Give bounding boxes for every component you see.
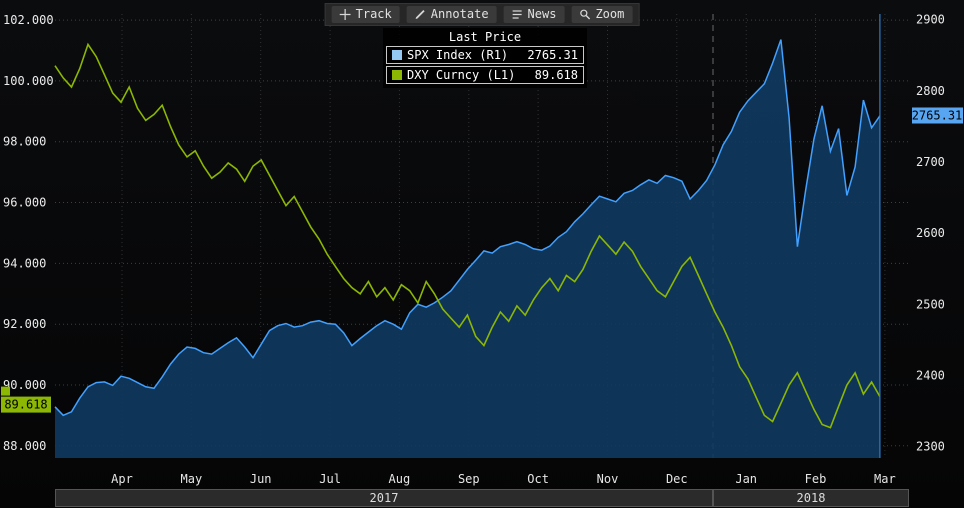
month-label: Dec: [666, 472, 688, 486]
month-label: Nov: [597, 472, 619, 486]
right-axis-tick: 2800: [916, 84, 945, 98]
legend-title: Last Price: [448, 30, 522, 44]
right-axis-tick: 2500: [916, 297, 945, 311]
last-price-legend: Last Price SPX Index (R1) 2765.31 DXY Cu…: [383, 28, 587, 88]
year-strip-2018[interactable]: 2018: [713, 489, 909, 507]
zoom-button[interactable]: Zoom: [571, 6, 633, 23]
right-axis-tick: 2400: [916, 369, 945, 383]
dxy-legend-label: DXY Curncy (L1): [407, 68, 516, 82]
spx-last-price-badge: [912, 107, 963, 124]
month-label: Aug: [389, 472, 411, 486]
spx-area: [55, 39, 880, 458]
dxy-legend-value: 89.618: [534, 68, 578, 82]
month-label: Apr: [111, 472, 133, 486]
dxy-last-price-value: 89.618: [4, 398, 47, 412]
news-label: News: [527, 7, 557, 21]
spx-swatch-icon: [392, 50, 402, 60]
spx-legend-value: 2765.31: [527, 48, 578, 62]
month-label: Jun: [250, 472, 272, 486]
dxy-last-price-badge: [1, 396, 51, 413]
right-axis-tick: 2900: [916, 13, 945, 27]
spx-line: [54, 39, 881, 417]
right-axis-tick: 2700: [916, 155, 945, 169]
legend-row-spx[interactable]: SPX Index (R1) 2765.31: [386, 46, 584, 64]
dxy-line: [54, 42, 881, 429]
chart-toolbar: Track Annotate News Zoom: [324, 3, 640, 26]
month-label: Sep: [458, 472, 480, 486]
pencil-icon: [415, 9, 426, 20]
left-axis-tick: 94.000: [3, 256, 46, 270]
spx-last-price-value: 2765.31: [912, 109, 963, 123]
dxy-axis-marker: [1, 386, 10, 396]
left-axis-tick: 102.000: [3, 13, 54, 27]
zoom-label: Zoom: [595, 7, 625, 21]
spx-legend-label: SPX Index (R1): [407, 48, 509, 62]
left-axis-tick: 88.000: [3, 439, 46, 453]
news-button[interactable]: News: [503, 6, 565, 23]
magnifier-icon: [579, 9, 590, 20]
news-icon: [512, 9, 523, 20]
left-axis-tick: 98.000: [3, 135, 46, 149]
year-strip-2017[interactable]: 2017: [55, 489, 713, 507]
right-axis-tick: 2300: [916, 440, 945, 454]
month-label: Mar: [874, 472, 896, 486]
month-label: May: [181, 472, 203, 486]
legend-row-dxy[interactable]: DXY Curncy (L1) 89.618: [386, 66, 584, 84]
month-label: Feb: [805, 472, 827, 486]
left-axis-tick: 100.000: [3, 74, 54, 88]
annotate-label: Annotate: [430, 7, 489, 21]
crosshair-icon: [339, 9, 351, 20]
right-axis-tick: 2600: [916, 226, 945, 240]
month-label: Oct: [527, 472, 549, 486]
dxy-swatch-icon: [392, 70, 402, 80]
annotate-button[interactable]: Annotate: [406, 6, 497, 23]
left-axis-tick: 92.000: [3, 317, 46, 331]
track-label: Track: [355, 7, 392, 21]
month-label: Jan: [735, 472, 757, 486]
track-button[interactable]: Track: [331, 6, 400, 23]
month-label: Jul: [319, 472, 341, 486]
left-axis-tick: 90.000: [3, 378, 46, 392]
left-axis-tick: 96.000: [3, 196, 46, 210]
